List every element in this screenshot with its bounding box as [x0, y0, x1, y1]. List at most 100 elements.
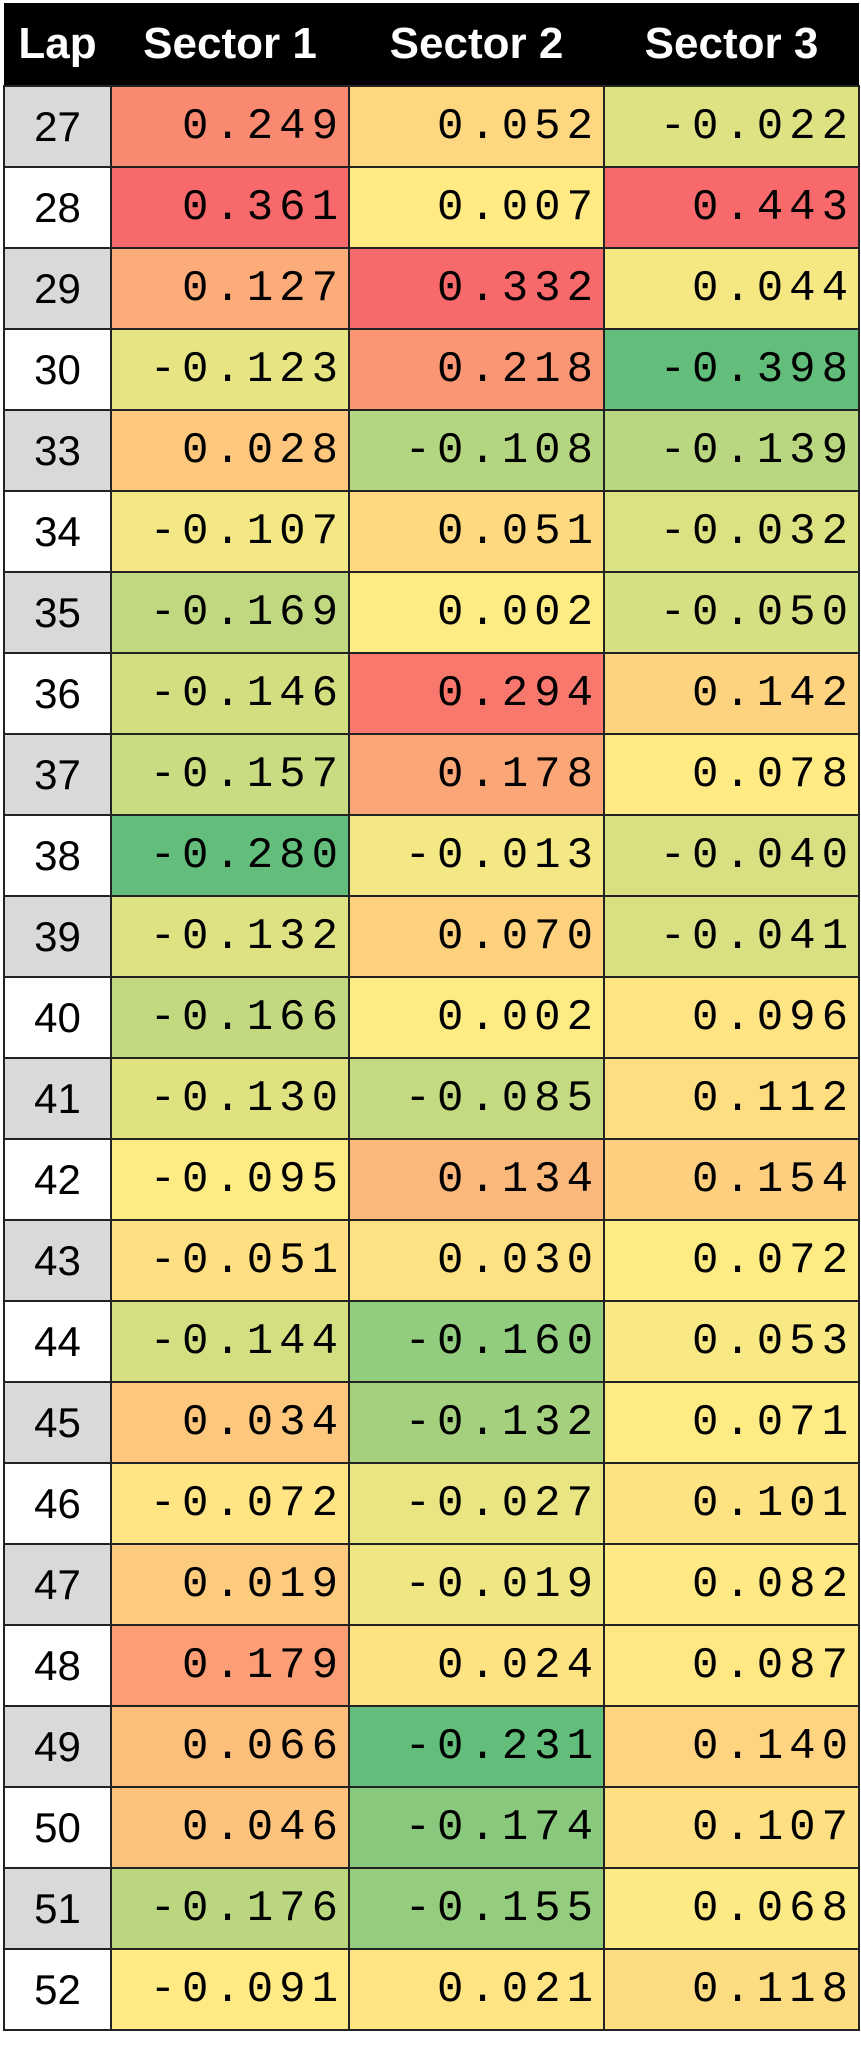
delta-cell: -0.085: [348, 1057, 605, 1140]
delta-cell: -0.132: [348, 1381, 605, 1464]
delta-cell: -0.231: [348, 1705, 605, 1788]
delta-cell: -0.013: [348, 814, 605, 897]
lap-cell: 52: [3, 1948, 112, 2031]
delta-cell: -0.027: [348, 1462, 605, 1545]
table-row: 51 -0.176 -0.155 0.068: [3, 1867, 860, 1950]
table-row: 27 0.249 0.052 -0.022: [3, 85, 860, 168]
delta-cell: -0.139: [603, 409, 860, 492]
table-row: 34 -0.107 0.051 -0.032: [3, 490, 860, 573]
column-header: Sector 2: [349, 3, 604, 86]
lap-cell: 46: [3, 1462, 112, 1545]
table-row: 52 -0.091 0.021 0.118: [3, 1948, 860, 2031]
lap-cell: 51: [3, 1867, 112, 1950]
lap-cell: 42: [3, 1138, 112, 1221]
table-row: 33 0.028 -0.108 -0.139: [3, 409, 860, 492]
delta-cell: -0.160: [348, 1300, 605, 1383]
header-row: Lap Sector 1 Sector 2 Sector 3: [4, 3, 859, 86]
delta-cell: 0.046: [110, 1786, 350, 1869]
delta-cell: -0.019: [348, 1543, 605, 1626]
delta-cell: 0.140: [603, 1705, 860, 1788]
delta-cell: 0.178: [348, 733, 605, 816]
delta-cell: -0.095: [110, 1138, 350, 1221]
delta-cell: 0.082: [603, 1543, 860, 1626]
delta-cell: -0.166: [110, 976, 350, 1059]
column-header: Sector 3: [604, 3, 859, 86]
delta-cell: 0.179: [110, 1624, 350, 1707]
table-row: 35 -0.169 0.002 -0.050: [3, 571, 860, 654]
table-body: 27 0.249 0.052 -0.022 28 0.361 0.007 0.443 29 0.1…: [3, 85, 860, 2031]
delta-cell: 0.019: [110, 1543, 350, 1626]
table-row: 43 -0.051 0.030 0.072: [3, 1219, 860, 1302]
lap-cell: 41: [3, 1057, 112, 1140]
delta-cell: 0.002: [348, 571, 605, 654]
delta-cell: -0.040: [603, 814, 860, 897]
delta-cell: 0.087: [603, 1624, 860, 1707]
delta-cell: 0.052: [348, 85, 605, 168]
table-row: 29 0.127 0.332 0.044: [3, 247, 860, 330]
lap-cell: 28: [3, 166, 112, 249]
delta-cell: 0.024: [348, 1624, 605, 1707]
table-row: 30 -0.123 0.218 -0.398: [3, 328, 860, 411]
table-row: 39 -0.132 0.070 -0.041: [3, 895, 860, 978]
delta-cell: 0.294: [348, 652, 605, 735]
table-row: 41 -0.130 -0.085 0.112: [3, 1057, 860, 1140]
table-row: 49 0.066 -0.231 0.140: [3, 1705, 860, 1788]
delta-cell: -0.169: [110, 571, 350, 654]
delta-cell: -0.176: [110, 1867, 350, 1950]
lap-cell: 27: [3, 85, 112, 168]
delta-cell: 0.053: [603, 1300, 860, 1383]
delta-cell: 0.070: [348, 895, 605, 978]
delta-cell: -0.157: [110, 733, 350, 816]
delta-cell: 0.127: [110, 247, 350, 330]
delta-cell: -0.022: [603, 85, 860, 168]
lap-cell: 33: [3, 409, 112, 492]
table-row: 50 0.046 -0.174 0.107: [3, 1786, 860, 1869]
table-row: 47 0.019 -0.019 0.082: [3, 1543, 860, 1626]
table-row: 44 -0.144 -0.160 0.053: [3, 1300, 860, 1383]
delta-cell: 0.078: [603, 733, 860, 816]
delta-cell: 0.142: [603, 652, 860, 735]
delta-cell: -0.107: [110, 490, 350, 573]
delta-cell: -0.032: [603, 490, 860, 573]
lap-cell: 39: [3, 895, 112, 978]
delta-cell: 0.007: [348, 166, 605, 249]
delta-cell: 0.072: [603, 1219, 860, 1302]
lap-cell: 45: [3, 1381, 112, 1464]
delta-cell: 0.002: [348, 976, 605, 1059]
delta-cell: 0.134: [348, 1138, 605, 1221]
lap-cell: 34: [3, 490, 112, 573]
lap-cell: 38: [3, 814, 112, 897]
table-row: 40 -0.166 0.002 0.096: [3, 976, 860, 1059]
delta-cell: -0.091: [110, 1948, 350, 2031]
table-row: 48 0.179 0.024 0.087: [3, 1624, 860, 1707]
delta-cell: 0.118: [603, 1948, 860, 2031]
delta-cell: -0.108: [348, 409, 605, 492]
delta-cell: 0.443: [603, 166, 860, 249]
delta-cell: 0.034: [110, 1381, 350, 1464]
delta-cell: 0.107: [603, 1786, 860, 1869]
delta-cell: 0.028: [110, 409, 350, 492]
lap-cell: 43: [3, 1219, 112, 1302]
table-row: 36 -0.146 0.294 0.142: [3, 652, 860, 735]
delta-cell: 0.051: [348, 490, 605, 573]
table-row: 28 0.361 0.007 0.443: [3, 166, 860, 249]
delta-cell: -0.398: [603, 328, 860, 411]
table-row: 42 -0.095 0.134 0.154: [3, 1138, 860, 1221]
delta-cell: -0.155: [348, 1867, 605, 1950]
delta-cell: 0.068: [603, 1867, 860, 1950]
delta-cell: 0.218: [348, 328, 605, 411]
lap-cell: 48: [3, 1624, 112, 1707]
delta-cell: 0.044: [603, 247, 860, 330]
lap-cell: 49: [3, 1705, 112, 1788]
delta-cell: 0.030: [348, 1219, 605, 1302]
delta-cell: 0.021: [348, 1948, 605, 2031]
delta-cell: 0.071: [603, 1381, 860, 1464]
table-row: 38 -0.280 -0.013 -0.040: [3, 814, 860, 897]
table-row: 37 -0.157 0.178 0.078: [3, 733, 860, 816]
lap-cell: 30: [3, 328, 112, 411]
delta-cell: -0.123: [110, 328, 350, 411]
lap-cell: 50: [3, 1786, 112, 1869]
delta-cell: -0.144: [110, 1300, 350, 1383]
delta-cell: -0.174: [348, 1786, 605, 1869]
column-header: Sector 1: [111, 3, 349, 86]
